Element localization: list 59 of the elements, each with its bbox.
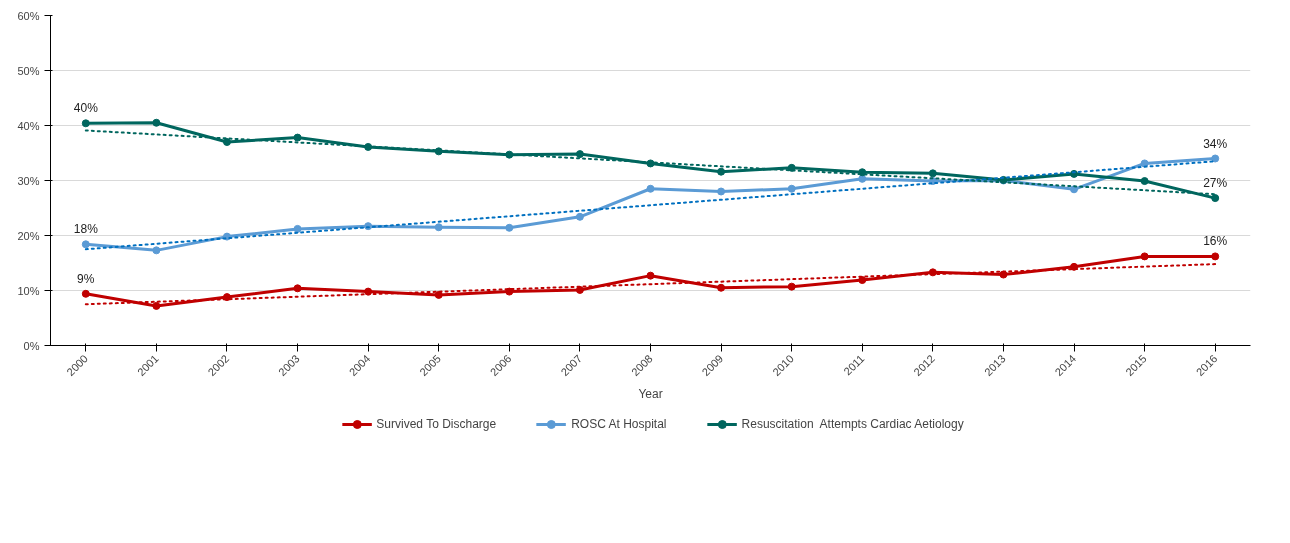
- y-tick-label: 0%: [23, 339, 40, 352]
- x-axis-title: Year: [638, 387, 663, 402]
- point: [999, 270, 1008, 279]
- point: [1211, 154, 1220, 163]
- data-label: 34%: [1203, 136, 1228, 151]
- y-tick-label: 30%: [17, 174, 40, 187]
- point: [81, 289, 90, 298]
- point: [505, 223, 514, 232]
- data-label: 16%: [1203, 234, 1228, 249]
- point: [787, 282, 796, 291]
- point: [505, 287, 514, 296]
- point: [646, 184, 655, 193]
- data-label: 27%: [1203, 176, 1228, 191]
- point: [1070, 185, 1079, 194]
- legend-label: ROSC At Hospital: [571, 417, 667, 431]
- point: [1211, 194, 1220, 203]
- point: [928, 268, 937, 277]
- data-label: 18%: [73, 222, 99, 237]
- point: [575, 150, 584, 159]
- point: [434, 290, 443, 299]
- point: [364, 287, 373, 296]
- point: [646, 271, 655, 280]
- point: [152, 118, 161, 127]
- point: [81, 119, 90, 128]
- point: [152, 301, 161, 310]
- point: [1140, 159, 1149, 168]
- point: [575, 285, 584, 294]
- point: [1140, 252, 1149, 261]
- y-tick-label: 20%: [17, 229, 40, 242]
- point: [434, 147, 443, 156]
- data-label: 40%: [73, 101, 99, 116]
- point: [787, 163, 796, 172]
- point: [646, 159, 655, 168]
- point: [434, 223, 443, 232]
- y-tick-label: 50%: [17, 64, 40, 77]
- legend-label: Resuscitation Attempts Cardiac Aetiology: [741, 417, 964, 431]
- point: [152, 246, 161, 255]
- point: [293, 133, 302, 142]
- point: [222, 138, 231, 146]
- point: [858, 276, 867, 285]
- y-tick-label: 10%: [17, 284, 40, 297]
- point: [717, 167, 726, 176]
- point: [364, 142, 373, 151]
- point: [858, 168, 867, 177]
- point: [1211, 252, 1220, 261]
- point: [1140, 177, 1149, 186]
- point: [717, 283, 726, 292]
- point: [717, 187, 726, 196]
- y-tick-label: 60%: [17, 9, 40, 22]
- point: [858, 174, 867, 183]
- point: [575, 212, 584, 221]
- y-tick-label: 40%: [17, 119, 40, 132]
- point: [293, 284, 302, 293]
- point: [81, 240, 90, 249]
- legend-label: Survived To Discharge: [376, 417, 497, 431]
- data-label: 9%: [77, 271, 95, 286]
- point: [787, 184, 796, 193]
- point: [293, 224, 302, 233]
- point: [928, 169, 937, 178]
